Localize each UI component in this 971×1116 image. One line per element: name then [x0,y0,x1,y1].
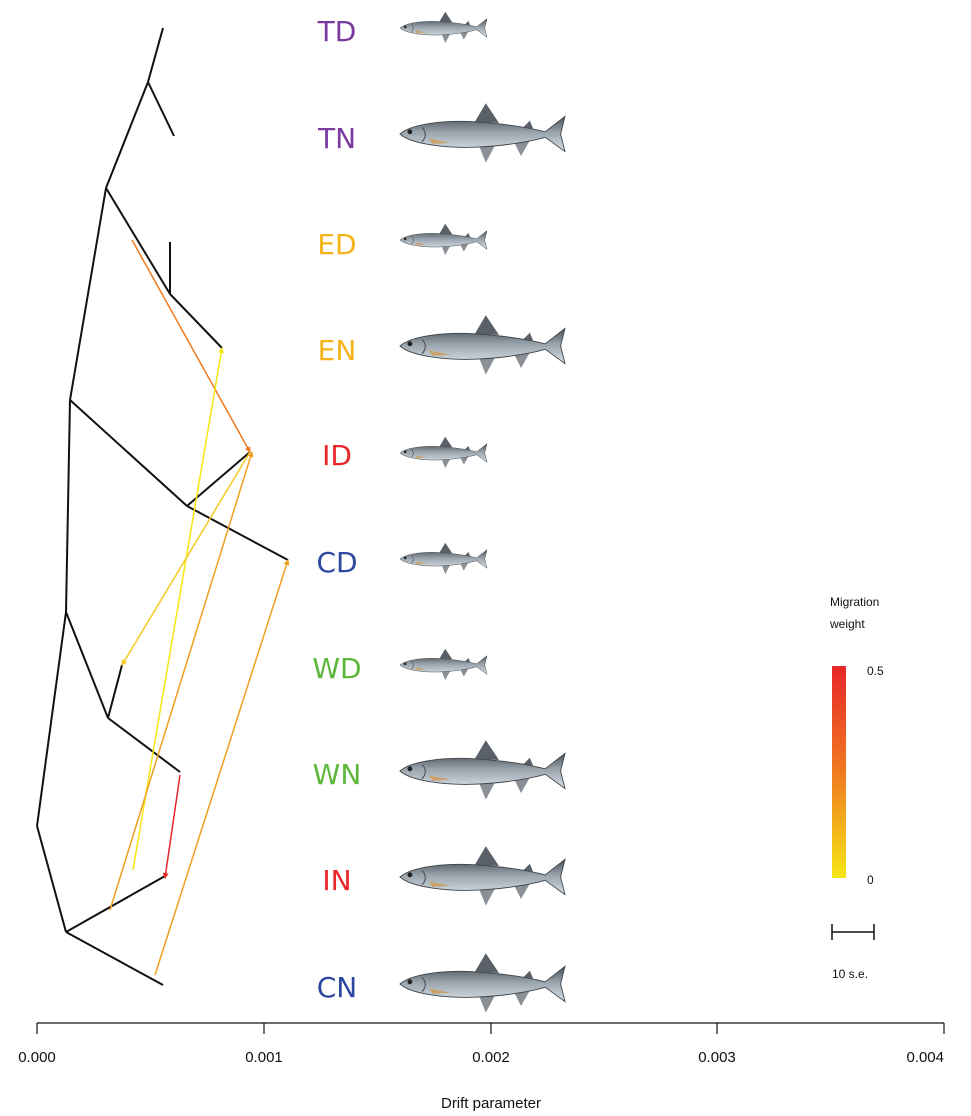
legend-min-label: 0 [867,873,874,887]
migration-edges [109,239,290,976]
fish-icon [399,11,488,44]
tree-edge [186,451,251,507]
tree-edges [36,27,289,986]
tree-edge [65,611,109,719]
pop-label: CN [317,971,358,1004]
pop-label: ID [322,439,352,472]
pop-label: WN [313,758,362,791]
fish-icon [399,436,488,469]
fish-icon [399,740,566,800]
pop-label: WD [312,652,361,685]
fish-icon [399,953,566,1013]
legend-title-line2: weight [829,617,865,631]
x-tick-label: 0.002 [472,1049,510,1066]
population-labels: TD TN ED EN ID CD WD WN IN CN [312,15,361,1004]
x-tick-label: 0.001 [245,1049,283,1066]
scale-bar [831,924,875,940]
tree-edge [36,825,67,933]
fish-icon [399,542,488,575]
pop-label: ED [317,228,356,261]
tree-edge [105,81,149,189]
fish-icon [399,223,488,256]
x-tick-label: 0.004 [906,1049,944,1066]
tree-edge [69,187,107,401]
migration-edge [162,774,181,879]
pop-label: TN [317,122,356,155]
legend-title-line1: Migration [830,595,879,609]
scale-bar-label: 10 s.e. [832,967,868,981]
migration-legend: Migration weight 0.5 0 10 s.e. [829,595,884,981]
tree-edge [186,505,289,561]
pop-label: IN [322,864,351,897]
migration-edge [132,347,225,871]
legend-gradient-bar [832,666,846,878]
pop-label: EN [318,334,357,367]
tree-edge [169,293,223,349]
fish-icon [399,315,566,375]
tree-edge [69,399,188,507]
tree-edge [36,611,67,827]
tree-edge [107,717,181,773]
tree-edge [65,875,166,933]
fish-illustrations [399,11,566,1013]
tree-edge [147,81,175,137]
x-tick-label: 0.000 [18,1049,56,1066]
migration-edge [109,451,254,911]
tree-edge [105,187,171,295]
pop-label: TD [317,15,357,48]
x-axis-tick-labels: 0.000 0.001 0.002 0.003 0.004 [18,1049,944,1066]
x-axis [36,1022,945,1034]
x-axis-label: Drift parameter [441,1095,541,1112]
pop-label: CD [316,546,357,579]
tree-edge [65,931,164,986]
fish-icon [399,648,488,681]
tree-edge [65,399,71,613]
migration-edge [154,559,290,976]
fish-icon [399,103,566,163]
tree-edge [107,664,123,719]
migration-edge [121,451,251,666]
x-tick-label: 0.003 [698,1049,736,1066]
tree-edge [147,27,164,83]
migration-edge [131,239,251,453]
legend-max-label: 0.5 [867,664,884,678]
fish-icon [399,846,566,906]
